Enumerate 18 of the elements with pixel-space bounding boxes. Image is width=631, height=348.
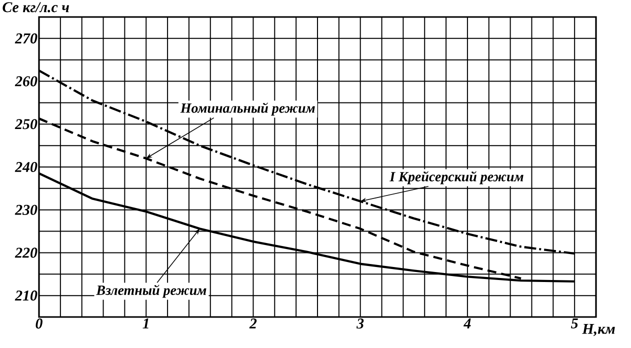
y-tick-label: 240 (14, 162, 38, 172)
text: Номинальный режим (180, 102, 315, 116)
y-tick-label: 270 (14, 33, 38, 44)
x-tick-label: 5 (571, 318, 578, 328)
y-tick-label: 260 (14, 76, 38, 86)
x-tick-label: 0 (36, 318, 42, 329)
x-tick-label: 3 (356, 318, 364, 329)
series-label: I Крейсерский режим (390, 171, 524, 184)
y-tick-label: 250 (14, 119, 38, 130)
x-axis-title: Н,км (582, 324, 615, 336)
text: Взлетный режим (96, 284, 206, 298)
x-tick-label: 2 (249, 318, 257, 328)
x-tick-label: 4 (463, 318, 471, 328)
y-tick-label: 210 (14, 290, 38, 301)
y-axis-title: Се кг/л.с ч (2, 2, 70, 12)
y-tick-label: 230 (14, 204, 38, 215)
x-tick-label: 1 (142, 318, 148, 328)
y-tick-label: 220 (14, 248, 38, 258)
